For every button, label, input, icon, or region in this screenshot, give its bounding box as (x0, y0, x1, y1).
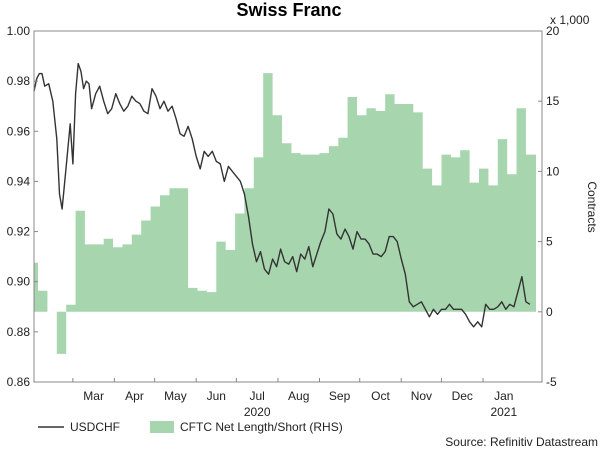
legend: USDCHF CFTC Net Length/Short (RHS) (38, 420, 343, 434)
left-axis-tick-label: 0.92 (7, 225, 31, 239)
left-axis-tick-label: 1.00 (7, 24, 31, 38)
x-axis-year-label: 2020 (244, 405, 271, 419)
usdchf-line (33, 62, 531, 328)
right-axis-tick-label: -5 (546, 375, 557, 389)
cftc-area (34, 73, 536, 354)
x-axis-tick-label: Oct (371, 389, 390, 403)
x-axis-tick-label: Mar (83, 389, 104, 403)
right-axis-tick-label: 15 (546, 94, 560, 108)
right-axis-title: Contracts (585, 181, 599, 232)
right-axis-tick-label: 10 (546, 164, 560, 178)
left-axis-tick-label: 0.96 (7, 124, 31, 138)
x-axis-tick-label: Nov (411, 389, 432, 403)
legend-swatch-cftc (150, 421, 174, 433)
x-axis-tick-label: Aug (288, 389, 309, 403)
x-axis-tick-label: Jun (207, 389, 226, 403)
legend-label-cftc: CFTC Net Length/Short (RHS) (180, 420, 343, 434)
left-axis: 1.00 0.98 0.96 0.94 0.92 0.90 0.88 0.86 (7, 24, 38, 389)
legend-label-usdchf: USDCHF (70, 420, 120, 434)
left-axis-tick-label: 0.90 (7, 275, 31, 289)
source-note: Source: Refinitiv Datastream (445, 435, 598, 449)
x-axis-tick-label: Sep (329, 389, 351, 403)
x-axis-tick-label: Apr (125, 389, 144, 403)
chart-title: Swiss Franc (236, 0, 341, 20)
x-axis-tick-label: May (164, 389, 187, 403)
plot-area (33, 30, 543, 383)
right-axis: 20 15 10 5 0 -5 (538, 24, 560, 389)
right-axis-multiplier: x 1,000 (550, 13, 590, 27)
left-axis-tick-label: 0.98 (7, 74, 31, 88)
right-axis-tick-label: 5 (546, 235, 553, 249)
x-axis-year-label: 2021 (490, 405, 517, 419)
right-axis-tick-label: 0 (546, 305, 553, 319)
left-axis-tick-label: 0.88 (7, 325, 31, 339)
plot-border (33, 30, 543, 383)
x-axis-tick-label: Jan (494, 389, 513, 403)
x-axis-tick-label: Dec (452, 389, 473, 403)
usdchf-line-group (33, 62, 531, 328)
left-axis-tick-label: 0.86 (7, 375, 31, 389)
cftc-area-group (34, 73, 536, 354)
left-axis-tick-label: 0.94 (7, 174, 31, 188)
x-axis: Mar Apr May Jun Jul Aug Sep Oct Nov Dec Jan 2020 202… (72, 378, 517, 419)
right-axis-tick-label: 20 (546, 24, 560, 38)
x-axis-tick-label: Jul (249, 389, 264, 403)
